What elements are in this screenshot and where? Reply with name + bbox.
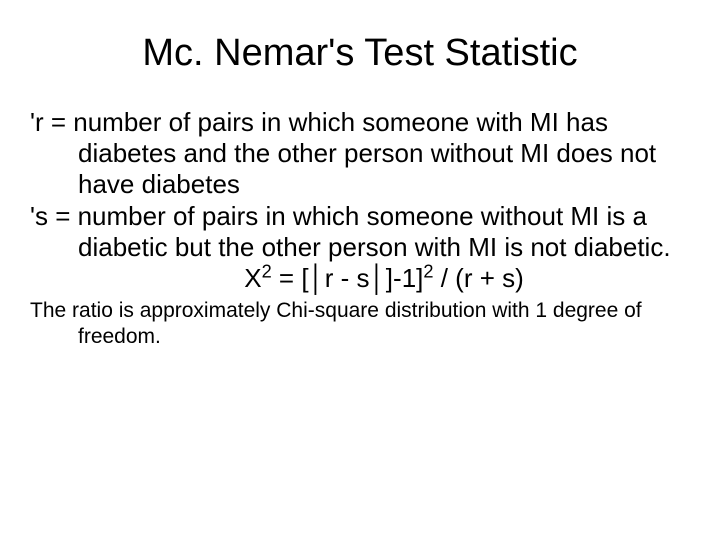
- definition-r: 'r = number of pairs in which someone wi…: [30, 107, 690, 201]
- formula-body-1: = [│r - s│]-1]: [272, 263, 424, 293]
- formula-body-2: / (r + s): [434, 263, 524, 293]
- formula: X2 = [│r - s│]-1]2 / (r + s): [30, 263, 690, 294]
- slide-title: Mc. Nemar's Test Statistic: [30, 32, 690, 75]
- formula-exponent-2: 2: [423, 261, 433, 281]
- formula-exponent-1: 2: [262, 261, 272, 281]
- definition-s: 's = number of pairs in which someone wi…: [30, 201, 690, 263]
- footer-note: The ratio is approximately Chi-square di…: [30, 298, 690, 351]
- formula-var: X: [244, 263, 261, 293]
